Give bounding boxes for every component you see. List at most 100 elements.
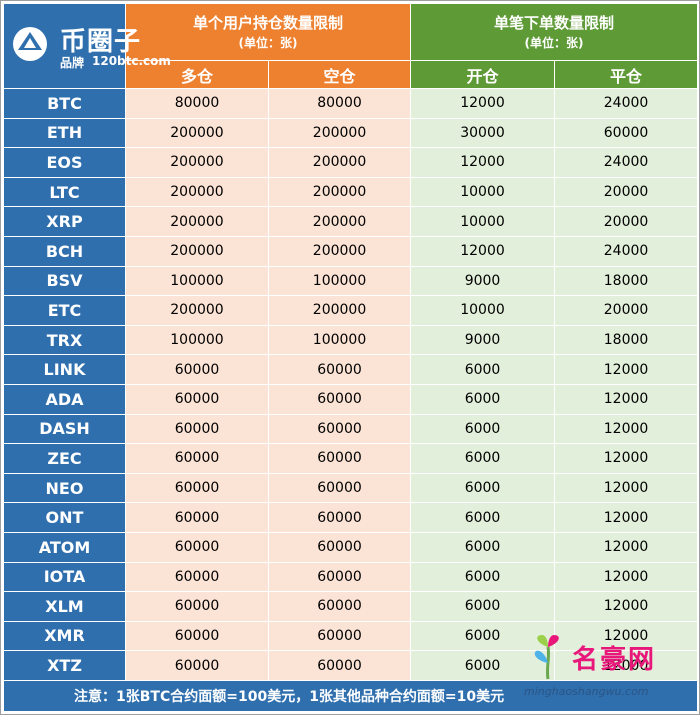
table-row: BCH 200000 200000 12000 24000 bbox=[3, 235, 699, 267]
long-limit-cell: 200000 bbox=[125, 176, 269, 208]
open-limit-cell: 10000 bbox=[410, 295, 556, 326]
table-row: ETC 200000 200000 10000 20000 bbox=[3, 295, 699, 326]
coin-cell: ATOM bbox=[3, 531, 126, 563]
long-limit-cell: 200000 bbox=[125, 206, 269, 237]
short-limit-cell: 60000 bbox=[267, 383, 412, 415]
open-limit-cell: 6000 bbox=[410, 413, 556, 445]
open-limit-cell: 6000 bbox=[410, 650, 556, 681]
logo-title: 币圈子 bbox=[60, 27, 142, 57]
open-limit-cell: 9000 bbox=[410, 265, 556, 297]
open-limit-cell: 30000 bbox=[410, 117, 556, 149]
short-limit-cell: 60000 bbox=[267, 354, 412, 385]
coin-cell: XLM bbox=[3, 591, 126, 622]
close-limit-cell: 12000 bbox=[554, 383, 699, 415]
column-header-long: 多仓 bbox=[125, 60, 269, 89]
open-limit-cell: 12000 bbox=[410, 147, 556, 178]
table-row: XMR 60000 60000 6000 12000 bbox=[3, 620, 699, 652]
long-limit-cell: 100000 bbox=[125, 265, 269, 297]
table-row: EOS 200000 200000 12000 24000 bbox=[3, 147, 699, 178]
long-limit-cell: 60000 bbox=[125, 354, 269, 385]
open-limit-cell: 9000 bbox=[410, 324, 556, 356]
open-limit-cell: 12000 bbox=[410, 88, 556, 119]
coin-cell: ONT bbox=[3, 502, 126, 533]
close-limit-cell: 18000 bbox=[554, 265, 699, 297]
short-limit-cell: 60000 bbox=[267, 561, 412, 593]
short-limit-cell: 200000 bbox=[267, 235, 412, 267]
table-row: LTC 200000 200000 10000 20000 bbox=[3, 176, 699, 208]
contract-limits-table: 币圈子 品牌 120btc.com 单个用户持仓数量限制 (单位：张) 单笔下单… bbox=[2, 3, 699, 712]
close-limit-cell: 12000 bbox=[554, 531, 699, 563]
short-limit-cell: 80000 bbox=[267, 88, 412, 119]
close-limit-cell: 12000 bbox=[554, 620, 699, 652]
coin-cell: LINK bbox=[3, 354, 126, 385]
short-limit-cell: 100000 bbox=[267, 265, 412, 297]
coin-cell: TRX bbox=[3, 324, 126, 356]
close-limit-cell: 20000 bbox=[554, 295, 699, 326]
short-limit-cell: 60000 bbox=[267, 650, 412, 681]
close-limit-cell: 24000 bbox=[554, 147, 699, 178]
close-limit-cell: 20000 bbox=[554, 206, 699, 237]
logo: 币圈子 品牌 120btc.com bbox=[4, 18, 171, 74]
open-limit-cell: 12000 bbox=[410, 235, 556, 267]
coin-cell: XTZ bbox=[3, 650, 126, 681]
short-limit-cell: 200000 bbox=[267, 117, 412, 149]
long-limit-cell: 60000 bbox=[125, 413, 269, 445]
long-limit-cell: 200000 bbox=[125, 295, 269, 326]
long-limit-cell: 200000 bbox=[125, 147, 269, 178]
open-limit-cell: 6000 bbox=[410, 383, 556, 415]
coin-cell: ETC bbox=[3, 295, 126, 326]
logo-subtitle: 品牌 bbox=[60, 56, 85, 70]
order-limit-title: 单笔下单数量限制 bbox=[494, 14, 615, 32]
table-row: BTC 80000 80000 12000 24000 bbox=[3, 88, 699, 119]
short-limit-cell: 200000 bbox=[267, 147, 412, 178]
coin-cell: ZEC bbox=[3, 443, 126, 474]
position-limit-unit: (单位：张) bbox=[238, 36, 298, 50]
position-limit-title: 单个用户持仓数量限制 bbox=[193, 14, 344, 32]
logo-cell: 币圈子 品牌 120btc.com bbox=[3, 3, 171, 89]
close-limit-cell: 12000 bbox=[554, 443, 699, 474]
table-row: ATOM 60000 60000 6000 12000 bbox=[3, 531, 699, 563]
long-limit-cell: 60000 bbox=[125, 650, 269, 681]
watermark: 名豪网 minghaoshangwu.com bbox=[524, 625, 694, 707]
close-limit-cell: 12000 bbox=[554, 413, 699, 445]
close-limit-cell: 12000 bbox=[554, 561, 699, 593]
long-limit-cell: 60000 bbox=[125, 620, 269, 652]
column-header-open: 开仓 bbox=[410, 60, 556, 89]
short-limit-cell: 100000 bbox=[267, 324, 412, 356]
watermark-url: minghaoshangwu.com bbox=[524, 685, 649, 698]
coin-cell: LTC bbox=[3, 176, 126, 208]
column-header-short: 空仓 bbox=[267, 60, 412, 89]
order-limit-unit: (单位：张) bbox=[524, 36, 584, 50]
table-row: LINK 60000 60000 6000 12000 bbox=[3, 354, 699, 385]
short-limit-cell: 60000 bbox=[267, 443, 412, 474]
short-limit-cell: 60000 bbox=[267, 531, 412, 563]
table-row: ONT 60000 60000 6000 12000 bbox=[3, 502, 699, 533]
short-limit-cell: 60000 bbox=[267, 413, 412, 445]
table-row: BSV 100000 100000 9000 18000 bbox=[3, 265, 699, 297]
long-limit-cell: 60000 bbox=[125, 472, 269, 504]
close-limit-cell: 12000 bbox=[554, 650, 699, 681]
coin-cell: BCH bbox=[3, 235, 126, 267]
close-limit-cell: 24000 bbox=[554, 88, 699, 119]
watermark-name: 名豪网 bbox=[572, 645, 657, 675]
short-limit-cell: 200000 bbox=[267, 176, 412, 208]
close-limit-cell: 12000 bbox=[554, 502, 699, 533]
table-row: XRP 200000 200000 10000 20000 bbox=[3, 206, 699, 237]
coin-cell: IOTA bbox=[3, 561, 126, 593]
coin-cell: BSV bbox=[3, 265, 126, 297]
short-limit-cell: 200000 bbox=[267, 295, 412, 326]
coin-cell: EOS bbox=[3, 147, 126, 178]
close-limit-cell: 12000 bbox=[554, 472, 699, 504]
close-limit-cell: 12000 bbox=[554, 354, 699, 385]
table-row: DASH 60000 60000 6000 12000 bbox=[3, 413, 699, 445]
long-limit-cell: 60000 bbox=[125, 591, 269, 622]
short-limit-cell: 60000 bbox=[267, 620, 412, 652]
long-limit-cell: 60000 bbox=[125, 561, 269, 593]
footnote: 注意：1张BTC合约面额=100美元，1张其他品种合约面额=10美元 bbox=[2, 679, 699, 712]
short-limit-cell: 60000 bbox=[267, 591, 412, 622]
coin-cell: ADA bbox=[3, 383, 126, 415]
close-limit-cell: 12000 bbox=[554, 591, 699, 622]
coin-cell: NEO bbox=[3, 472, 126, 504]
table-row: TRX 100000 100000 9000 18000 bbox=[3, 324, 699, 356]
close-limit-cell: 18000 bbox=[554, 324, 699, 356]
